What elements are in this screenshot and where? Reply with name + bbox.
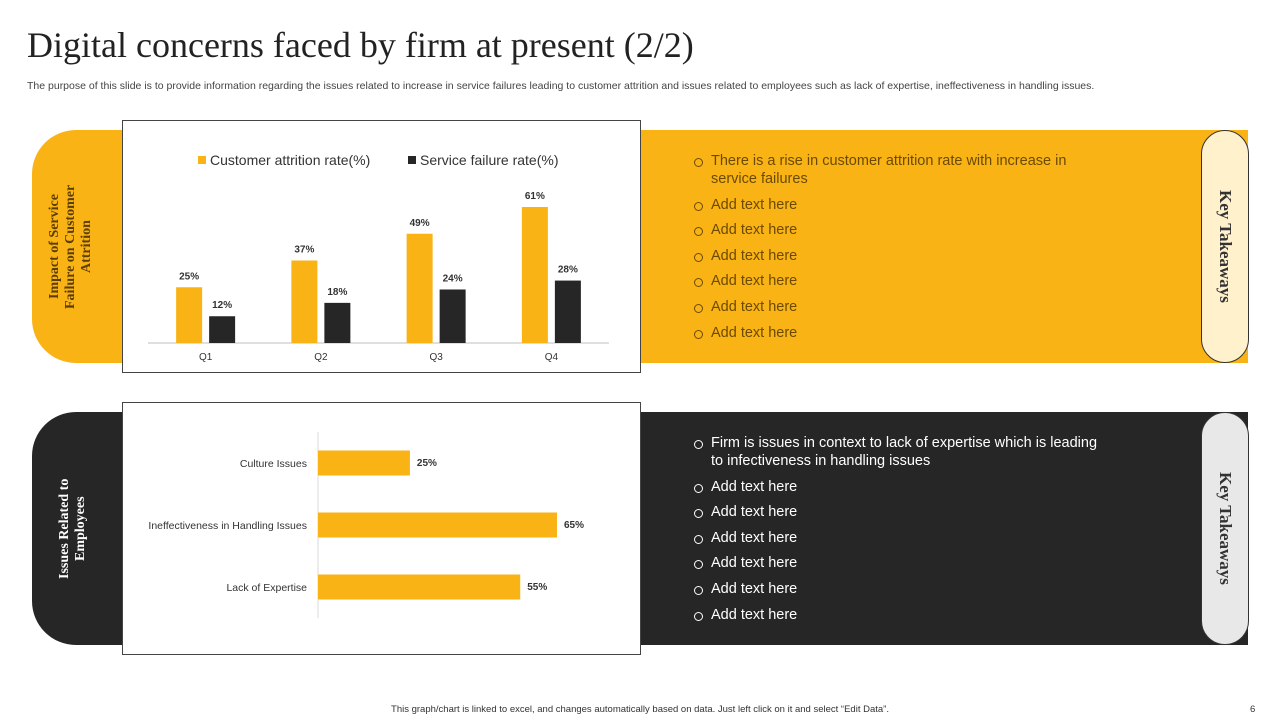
data-label: 49% (410, 218, 430, 229)
x-tick-label: Q4 (545, 352, 559, 363)
data-label: 25% (179, 271, 199, 282)
employee-issues-chart-svg: 25% Culture Issues 65% Ineffectiveness in H… (148, 432, 584, 618)
bottom-key-takeaways-tab: Key Takeaways (1201, 412, 1249, 645)
data-label: 12% (212, 300, 232, 311)
y-tick-label: Lack of Expertise (226, 582, 307, 594)
legend-swatch (408, 156, 416, 164)
list-item: Add text here (692, 503, 1112, 521)
bar (318, 512, 557, 538)
bar (209, 316, 236, 343)
list-item: Add text here (692, 221, 1112, 239)
footer-note: This graph/chart is linked to excel, and… (391, 704, 889, 715)
attrition-chart[interactable]: Customer attrition rate(%) Service failur… (122, 120, 641, 373)
list-item: Firm is issues in context to lack of exp… (692, 434, 1112, 470)
bottom-section-label: Issues Related to Employees (32, 412, 122, 645)
list-item: Add text here (692, 324, 1112, 342)
y-tick-label: Culture Issues (240, 458, 307, 470)
bottom-takeaways-list: Firm is issues in context to lack of exp… (692, 434, 1112, 631)
list-item: Add text here (692, 247, 1112, 265)
top-key-takeaways-label: Key Takeaways (1216, 190, 1235, 303)
page-number: 6 (1250, 704, 1256, 715)
bar (554, 280, 581, 343)
x-tick-label: Q3 (429, 352, 443, 363)
y-tick-label: Ineffectiveness in Handling Issues (148, 520, 307, 532)
bottom-key-takeaways-label: Key Takeaways (1216, 472, 1235, 585)
data-label: 25% (417, 458, 437, 469)
data-label: 37% (294, 245, 314, 256)
bar (324, 302, 351, 343)
legend-label: Customer attrition rate(%) (210, 152, 370, 168)
bar (521, 207, 548, 343)
legend-swatch (198, 156, 206, 164)
data-label: 61% (525, 191, 545, 202)
data-label: 65% (564, 520, 584, 531)
bar (291, 260, 318, 343)
list-item: Add text here (692, 272, 1112, 290)
x-tick-label: Q2 (314, 352, 328, 363)
top-section-label-text: Impact of Service Failure on Customer At… (47, 184, 95, 309)
employee-issues-chart[interactable]: 25% Culture Issues 65% Ineffectiveness in H… (122, 402, 641, 655)
list-item: Add text here (692, 580, 1112, 598)
list-item: Add text here (692, 478, 1112, 496)
list-item: Add text here (692, 606, 1112, 624)
top-key-takeaways-tab: Key Takeaways (1201, 130, 1249, 363)
legend-label: Service failure rate(%) (420, 152, 559, 168)
bar (318, 574, 521, 600)
list-item: Add text here (692, 196, 1112, 214)
attrition-chart-svg: Customer attrition rate(%) Service failur… (148, 152, 609, 363)
bar (406, 233, 433, 343)
x-tick-label: Q1 (199, 352, 213, 363)
bottom-section-label-text: Issues Related to Employees (57, 478, 89, 579)
page-title: Digital concerns faced by firm at presen… (27, 25, 694, 65)
data-label: 24% (443, 273, 463, 284)
list-item: There is a rise in customer attrition ra… (692, 152, 1112, 188)
list-item: Add text here (692, 529, 1112, 547)
data-label: 28% (558, 265, 578, 276)
top-takeaways-list: There is a rise in customer attrition ra… (692, 152, 1112, 349)
list-item: Add text here (692, 298, 1112, 316)
list-item: Add text here (692, 554, 1112, 572)
page-subtitle: The purpose of this slide is to provide … (27, 80, 1095, 92)
top-section-label: Impact of Service Failure on Customer At… (32, 130, 122, 363)
data-label: 18% (327, 287, 347, 298)
bar (439, 289, 466, 343)
bar (176, 287, 203, 343)
data-label: 55% (527, 582, 547, 593)
bar (318, 450, 410, 476)
